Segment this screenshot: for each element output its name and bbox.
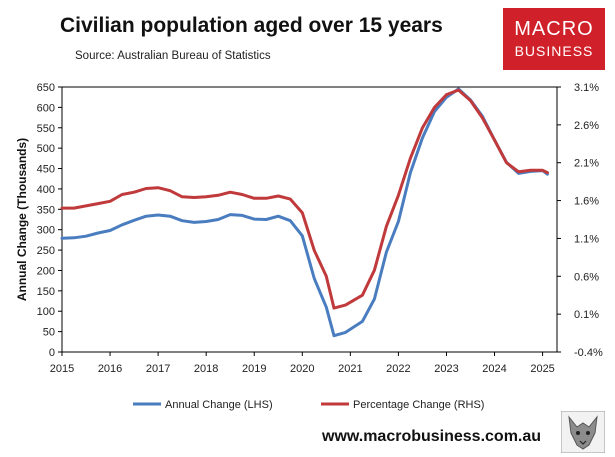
y-axis-label: Annual Change (Thousands) (15, 138, 29, 301)
y2-tick-label: -0.4% (574, 347, 603, 359)
x-tick-label: 2015 (50, 363, 74, 375)
y-tick-label: 350 (37, 204, 55, 216)
y-tick-label: 0 (49, 347, 55, 359)
y-tick-label: 50 (43, 327, 55, 339)
x-tick-label: 2024 (482, 363, 506, 375)
y-tick-label: 550 (37, 123, 55, 135)
y-tick-label: 150 (37, 286, 55, 298)
legend-label-percentage-change: Percentage Change (RHS) (353, 399, 484, 411)
chart-source: Source: Australian Bureau of Statistics (75, 50, 271, 62)
series-line-annual-change (60, 87, 549, 338)
x-tick-label: 2025 (530, 363, 554, 375)
x-tick-label: 2020 (290, 363, 314, 375)
x-tick-label: 2016 (98, 363, 122, 375)
y-tick-label: 100 (37, 306, 55, 318)
x-tick-label: 2023 (434, 363, 458, 375)
y2-tick-label: 2.6% (574, 120, 599, 132)
y-tick-label: 450 (37, 164, 55, 176)
y-tick-label: 400 (37, 184, 55, 196)
y-tick-label: 650 (37, 82, 55, 94)
y2-tick-label: 0.6% (574, 271, 599, 283)
y-tick-label: 250 (37, 245, 55, 257)
macrobusiness-logo: MACRO BUSINESS (503, 8, 605, 70)
y2-tick-label: 1.6% (574, 196, 599, 208)
y2-tick-label: 2.1% (574, 158, 599, 170)
logo-line-2: BUSINESS (514, 43, 594, 59)
y2-tick-label: 0.1% (574, 309, 599, 321)
chart-title: Civilian population aged over 15 years (60, 14, 443, 37)
x-tick-label: 2019 (242, 363, 266, 375)
logo-line-1: MACRO (514, 18, 594, 40)
y-tick-label: 300 (37, 225, 55, 237)
website-url[interactable]: www.macrobusiness.com.au (322, 428, 542, 445)
legend-label-annual-change: Annual Change (LHS) (165, 399, 273, 411)
x-tick-label: 2021 (338, 363, 362, 375)
series-line-percentage-change (60, 88, 549, 310)
plot-frame (61, 86, 558, 353)
y2-tick-label: 1.1% (574, 233, 599, 245)
wolf-icon (561, 411, 605, 453)
y-tick-label: 600 (37, 102, 55, 114)
x-tick-label: 2022 (386, 363, 410, 375)
y-tick-label: 500 (37, 143, 55, 155)
y2-tick-label: 3.1% (574, 82, 599, 94)
y-tick-label: 200 (37, 265, 55, 277)
x-tick-label: 2017 (146, 363, 170, 375)
x-tick-label: 2018 (194, 363, 218, 375)
